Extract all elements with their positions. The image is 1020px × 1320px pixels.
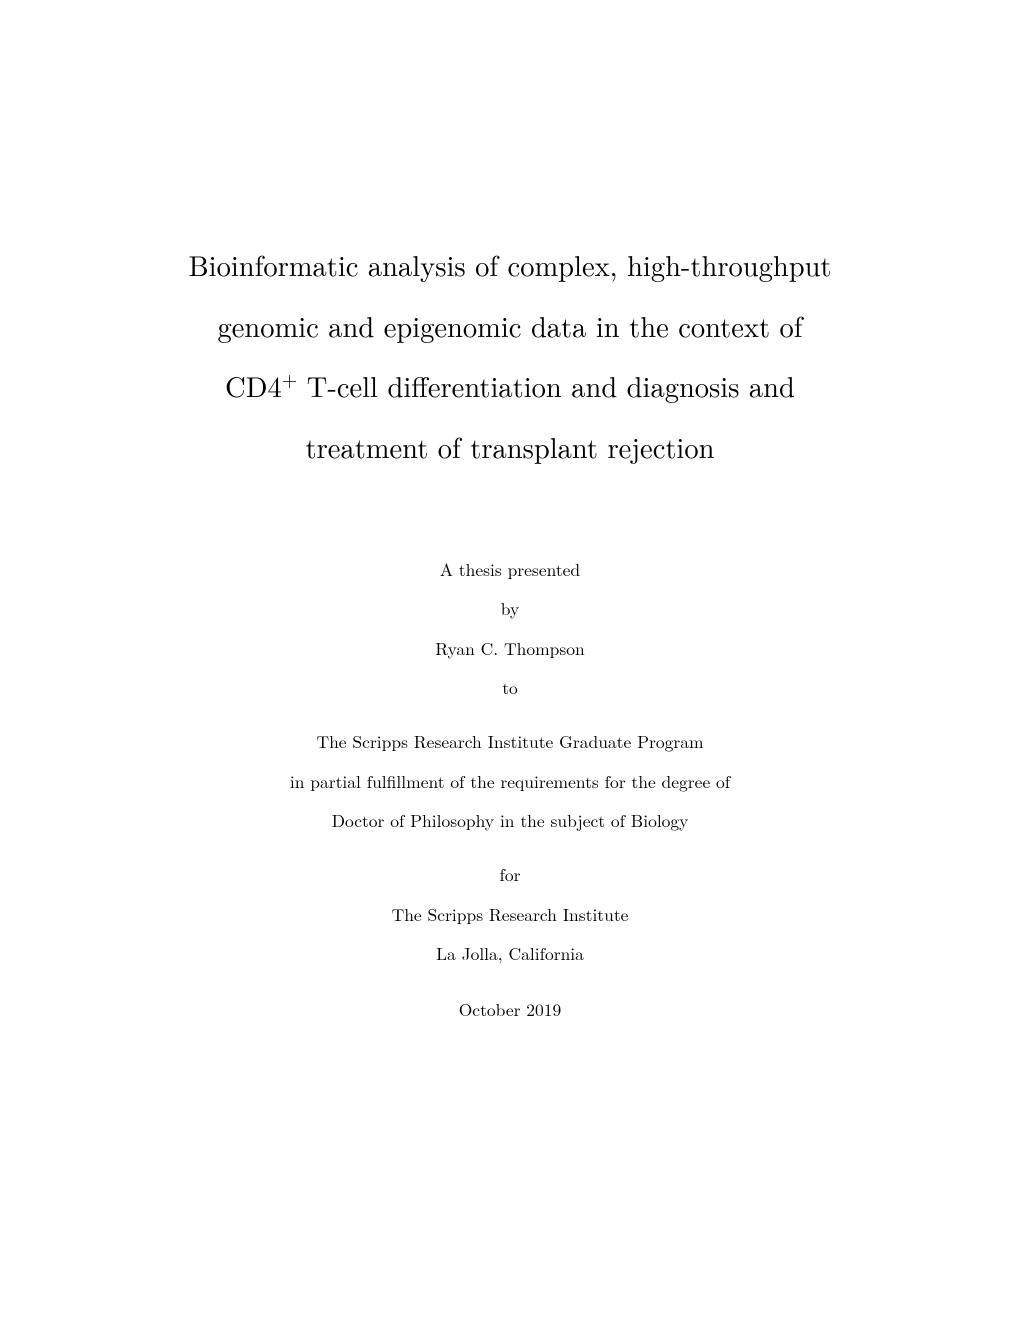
presentation-block: A thesis presented by Ryan C. Thompson t… — [105, 550, 915, 1029]
by-line: by — [105, 589, 915, 628]
author-name: Ryan C. Thompson — [105, 629, 915, 668]
presented-line: A thesis presented — [105, 550, 915, 589]
title-line-3-pre: CD4 — [225, 366, 282, 406]
program-line: The Scripps Research Institute Graduate … — [105, 722, 915, 761]
for-line: for — [105, 855, 915, 894]
title-line-3: CD4+ T-cell differentiation and diagnosi… — [225, 366, 795, 406]
title-superscript: + — [282, 365, 298, 393]
title-line-4: treatment of transplant rejection — [306, 427, 715, 467]
location-line: La Jolla, California — [105, 934, 915, 973]
degree-line: Doctor of Philosophy in the subject of B… — [105, 801, 915, 840]
date-line: October 2019 — [105, 990, 915, 1029]
thesis-title-page: Bioinformatic analysis of complex, high-… — [0, 0, 1020, 1129]
title-line-3-post: T-cell differentiation and diagnosis and — [297, 366, 795, 406]
title-line-2: genomic and epigenomic data in the conte… — [217, 306, 802, 346]
title-line-1: Bioinformatic analysis of complex, high-… — [188, 245, 831, 285]
fulfillment-line: in partial fulfillment of the requiremen… — [105, 762, 915, 801]
to-line: to — [105, 668, 915, 707]
institute-line: The Scripps Research Institute — [105, 895, 915, 934]
thesis-title: Bioinformatic analysis of complex, high-… — [105, 235, 915, 478]
